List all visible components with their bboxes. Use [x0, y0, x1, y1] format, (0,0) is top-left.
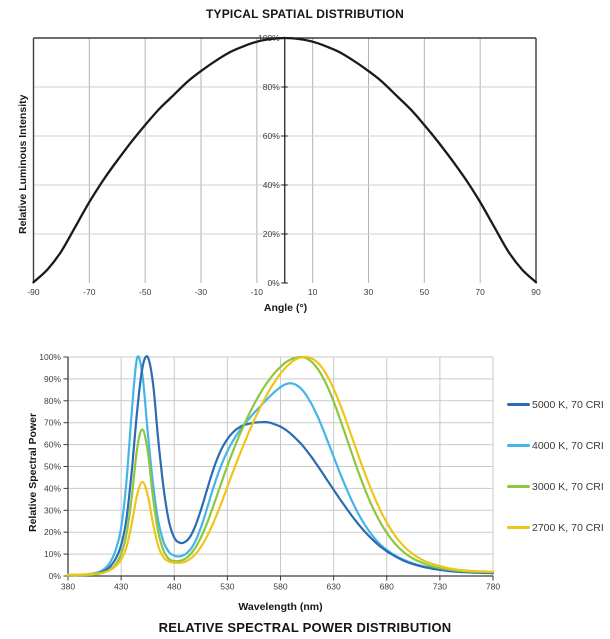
svg-text:780: 780: [486, 582, 500, 592]
svg-text:70: 70: [475, 287, 485, 297]
spatial-intensity-curve: [32, 36, 538, 284]
legend-label-5000k: 5000 K, 70 CRI: [532, 398, 604, 411]
spectral-x-axis-label: Wavelength (nm): [238, 601, 323, 613]
svg-text:530: 530: [220, 582, 234, 592]
svg-text:680: 680: [380, 582, 394, 592]
spectral-curve-2700k: [66, 355, 495, 576]
svg-text:10: 10: [308, 287, 318, 297]
svg-text:-10: -10: [251, 287, 264, 297]
spatial-y-tick-labels: 0% 20% 40% 60% 80% 100%: [258, 33, 280, 288]
svg-text:60%: 60%: [44, 440, 61, 450]
svg-text:20%: 20%: [44, 527, 61, 537]
svg-text:80%: 80%: [44, 396, 61, 406]
legend-item-5000k: 5000 K, 70 CRI: [507, 398, 604, 411]
spectral-x-tick-labels: 380 430 480 530 580 630 680 730 780: [61, 582, 500, 592]
svg-text:30: 30: [364, 287, 374, 297]
svg-text:90: 90: [531, 287, 541, 297]
legend-line-5000k-icon: [507, 403, 530, 406]
legend-item-2700k: 2700 K, 70 CRI: [507, 521, 604, 534]
svg-text:630: 630: [327, 582, 341, 592]
legend-item-3000k: 3000 K, 70 CRI: [507, 480, 604, 493]
legend-label-4000k: 4000 K, 70 CRI: [532, 439, 604, 452]
svg-text:90%: 90%: [44, 374, 61, 384]
svg-text:-30: -30: [195, 287, 208, 297]
svg-text:430: 430: [114, 582, 128, 592]
spatial-chart-title: TYPICAL SPATIAL DISTRIBUTION: [205, 7, 405, 21]
spatial-distribution-chart: 0% 20% 40% 60% 80% 100% -90 -70 -50 -30 -10 10 30 50 7…: [27, 33, 541, 297]
svg-text:100%: 100%: [39, 352, 61, 362]
svg-text:10%: 10%: [44, 549, 61, 559]
legend-line-2700k-icon: [507, 526, 530, 529]
svg-text:0%: 0%: [267, 278, 280, 288]
svg-text:70%: 70%: [44, 418, 61, 428]
svg-text:50: 50: [420, 287, 430, 297]
svg-text:40%: 40%: [263, 180, 280, 190]
svg-text:580: 580: [273, 582, 287, 592]
svg-text:40%: 40%: [44, 483, 61, 493]
spectral-axes: [63, 356, 494, 581]
legend-line-3000k-icon: [507, 485, 530, 488]
legend-item-4000k: 4000 K, 70 CRI: [507, 439, 604, 452]
svg-text:30%: 30%: [44, 505, 61, 515]
svg-text:380: 380: [61, 582, 75, 592]
svg-text:-50: -50: [139, 287, 152, 297]
svg-text:0%: 0%: [49, 571, 62, 581]
spatial-x-tick-labels: -90 -70 -50 -30 -10 10 30 50 70 90: [27, 287, 541, 297]
spectral-chart-title: RELATIVE SPECTRAL POWER DISTRIBUTION: [158, 620, 452, 635]
svg-text:100%: 100%: [258, 33, 280, 43]
svg-text:50%: 50%: [44, 462, 61, 472]
svg-text:730: 730: [433, 582, 447, 592]
legend-label-2700k: 2700 K, 70 CRI: [532, 521, 604, 534]
spectral-curve-3000k: [66, 355, 495, 577]
spectral-curve-5000k: [66, 355, 495, 577]
legend-line-4000k-icon: [507, 444, 530, 447]
svg-text:60%: 60%: [263, 131, 280, 141]
spectral-legend: 5000 K, 70 CRI 4000 K, 70 CRI 3000 K, 70…: [507, 398, 604, 562]
svg-text:20%: 20%: [263, 229, 280, 239]
legend-label-3000k: 3000 K, 70 CRI: [532, 480, 604, 493]
svg-text:-90: -90: [27, 287, 40, 297]
svg-text:-70: -70: [83, 287, 96, 297]
spectral-y-tick-labels: 0% 10% 20% 30% 40% 50% 60% 70% 80% 90% 100%: [39, 352, 61, 581]
spatial-center-axis: [281, 37, 288, 284]
spectral-distribution-chart: 0% 10% 20% 30% 40% 50% 60% 70% 80% 90% 100% 380 430 4…: [39, 352, 500, 592]
svg-text:80%: 80%: [263, 82, 280, 92]
svg-text:480: 480: [167, 582, 181, 592]
spatial-x-axis-label: Angle (°): [263, 302, 308, 314]
